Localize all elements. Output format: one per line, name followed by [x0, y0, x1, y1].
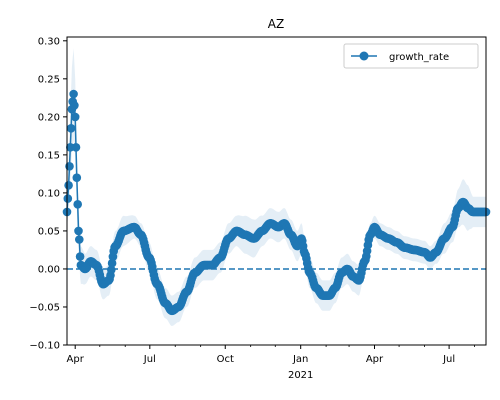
- x-tick-label: Jul: [442, 354, 455, 365]
- data-point: [70, 112, 80, 122]
- data-point: [71, 143, 81, 152]
- legend-label: growth_rate: [389, 52, 449, 63]
- y-tick-label: 0.05: [38, 226, 60, 237]
- y-tick-label: 0.15: [38, 150, 60, 161]
- y-tick-label: 0.10: [38, 188, 60, 199]
- legend-box: [343, 43, 479, 69]
- data-point: [70, 101, 79, 110]
- data-point: [69, 89, 78, 99]
- y-tick-label: −0.05: [29, 302, 60, 313]
- data-point: [63, 194, 73, 203]
- legend-marker: [359, 51, 369, 61]
- data-point: [66, 124, 76, 133]
- x-tick-label: Oct: [217, 354, 234, 365]
- x-tick-label: Jul: [143, 354, 156, 365]
- y-tick-label: −0.10: [29, 341, 60, 352]
- confidence-band: [67, 48, 486, 327]
- y-tick-label: 0.25: [38, 74, 60, 85]
- data-point: [107, 265, 116, 275]
- data-point: [72, 173, 82, 182]
- x-tick-label: Apr: [67, 354, 85, 365]
- x-tick-label: Jan: [292, 354, 308, 365]
- chart-title: AZ: [268, 17, 284, 31]
- y-tick-label: 0.00: [38, 264, 60, 275]
- data-point: [65, 162, 74, 171]
- data-point: [75, 235, 84, 244]
- x-tick-sublabel: 2021: [288, 370, 313, 381]
- data-point: [75, 252, 85, 261]
- x-tick-label: Apr: [366, 354, 384, 365]
- data-point: [107, 258, 117, 268]
- plot-area: [62, 48, 491, 327]
- data-point: [64, 181, 73, 190]
- legend: growth_rate: [343, 43, 479, 69]
- axes: −0.10 −0.05 0.00 0.05 0.10 0.15 0.20 0.25 0.30 Ap…: [29, 36, 487, 381]
- y-tick-label: 0.20: [38, 112, 60, 123]
- data-point: [73, 200, 82, 209]
- data-point: [74, 226, 83, 236]
- axes-frame: [66, 36, 487, 346]
- y-tick-label: 0.30: [38, 36, 60, 47]
- series-line: [66, 93, 486, 312]
